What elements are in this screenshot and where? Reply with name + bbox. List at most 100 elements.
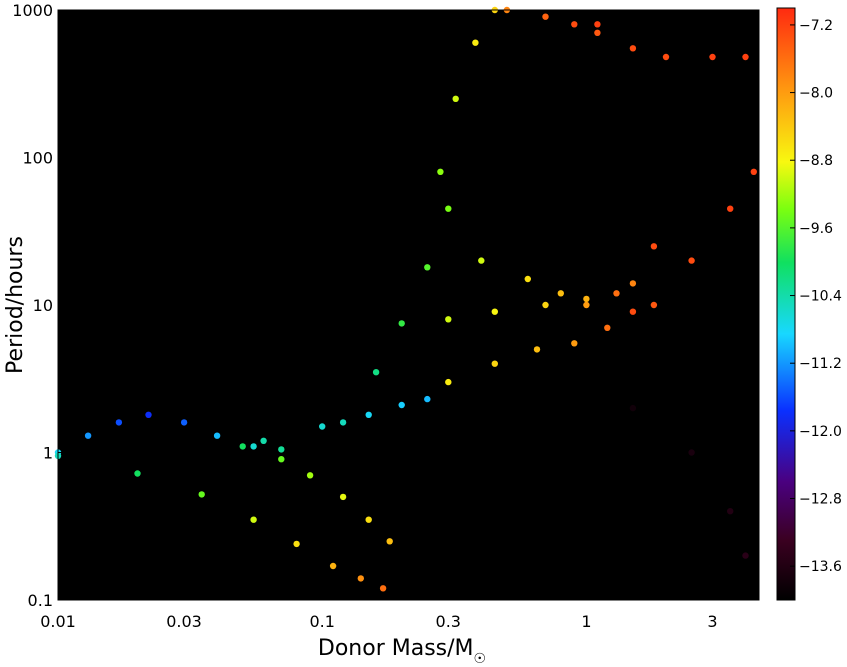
- data-point: [650, 243, 658, 250]
- x-tick-label: 1: [581, 612, 591, 631]
- data-point: [278, 446, 285, 453]
- data-point: [398, 401, 405, 409]
- data-point: [452, 95, 459, 103]
- data-point: [445, 316, 452, 323]
- x-tick-label: 3: [707, 612, 717, 631]
- data-point: [594, 29, 601, 36]
- data-point: [379, 585, 387, 592]
- x-axis-title-main: Donor Mass/M: [318, 636, 474, 661]
- x-tick-label: 0.3: [436, 612, 461, 631]
- data-point: [650, 301, 658, 309]
- data-point: [662, 53, 670, 61]
- data-point: [445, 205, 452, 212]
- series-5: [437, 6, 498, 175]
- colorbar-tick-label: −10.4: [799, 289, 842, 305]
- data-point: [437, 168, 444, 175]
- colorbar-tick-label: −12.8: [799, 492, 842, 508]
- y-tick-label: 10: [33, 296, 53, 315]
- series-2: [239, 443, 393, 545]
- data-point: [398, 320, 405, 327]
- data-point: [198, 491, 205, 498]
- data-point: [239, 443, 246, 450]
- series-7: [445, 280, 637, 323]
- plot-frame: [57, 9, 760, 601]
- colorbar-tick-label: −8.0: [799, 86, 833, 102]
- colorbar-tick-label: −11.2: [799, 356, 842, 372]
- data-point: [629, 280, 637, 287]
- data-point: [727, 205, 734, 212]
- data-point: [629, 308, 637, 315]
- y-tick-label: 1: [43, 444, 53, 463]
- series-11: [650, 168, 757, 309]
- data-point: [260, 437, 267, 444]
- data-point: [372, 369, 380, 376]
- data-point: [424, 264, 431, 271]
- x-tick-label: 0.1: [309, 612, 334, 631]
- colorbar-ticks: −7.2 −8.0 −8.8 −9.6 −10.4 −11.2 −12.0 −12.8 −13.…: [790, 18, 842, 575]
- data-point: [709, 53, 716, 61]
- data-point: [339, 493, 347, 501]
- data-point: [571, 21, 578, 28]
- data-point: [688, 257, 695, 264]
- plot-background: [58, 10, 759, 600]
- data-point: [524, 275, 531, 283]
- data-point: [613, 290, 620, 297]
- data-point: [491, 360, 498, 367]
- data-point: [594, 21, 601, 28]
- data-point: [583, 301, 590, 309]
- data-point: [357, 575, 364, 582]
- data-point: [339, 419, 347, 426]
- data-point: [445, 378, 452, 386]
- colorbar-tick-label: −12.0: [799, 424, 842, 440]
- series-9: [503, 6, 601, 28]
- data-point: [742, 552, 749, 559]
- data-point: [365, 411, 372, 418]
- series-3: [260, 395, 431, 444]
- colorbar-tick-label: −7.2: [799, 18, 833, 34]
- series-4: [339, 205, 452, 426]
- data-point: [115, 419, 123, 426]
- data-point: [319, 423, 326, 430]
- colorbar-tick-label: −9.6: [799, 221, 833, 237]
- data-point: [250, 443, 257, 450]
- series-12: [629, 404, 749, 559]
- x-tick-label: 0.03: [166, 612, 202, 631]
- x-axis-title: Donor Mass/M☉: [318, 636, 486, 667]
- x-axis-title-subscript: ☉: [474, 651, 487, 667]
- data-point: [478, 257, 485, 264]
- y-tick-label: 100: [22, 149, 53, 168]
- data-point: [180, 419, 188, 426]
- data-point: [84, 432, 92, 439]
- y-tick-label: 1000: [12, 1, 53, 20]
- x-ticks: 0.01 0.03 0.1 0.3 1 3: [40, 10, 718, 631]
- x-tick-label: 0.01: [40, 612, 76, 631]
- data-point: [306, 472, 314, 479]
- data-point: [491, 308, 498, 315]
- data-point: [145, 411, 152, 418]
- data-point: [571, 340, 578, 347]
- data-point: [293, 540, 300, 548]
- data-point: [472, 39, 479, 46]
- colorbar: [776, 7, 796, 601]
- data-point: [742, 53, 749, 61]
- data-point: [629, 45, 637, 52]
- colorbar-tick-label: −8.8: [799, 153, 833, 169]
- data-point: [365, 516, 372, 523]
- data-point: [629, 404, 637, 412]
- data-point: [688, 449, 695, 456]
- data-point: [250, 516, 257, 523]
- data-point: [542, 13, 549, 20]
- data-point: [557, 290, 564, 297]
- data-point: [542, 301, 549, 309]
- data-point: [278, 456, 285, 463]
- data-point: [583, 295, 590, 303]
- series-10: [594, 29, 749, 61]
- plot-content: [54, 6, 757, 592]
- data-point: [727, 508, 734, 515]
- data-point: [386, 538, 393, 545]
- series-6: [445, 308, 637, 386]
- series-8: [478, 243, 658, 309]
- data-point: [604, 324, 611, 331]
